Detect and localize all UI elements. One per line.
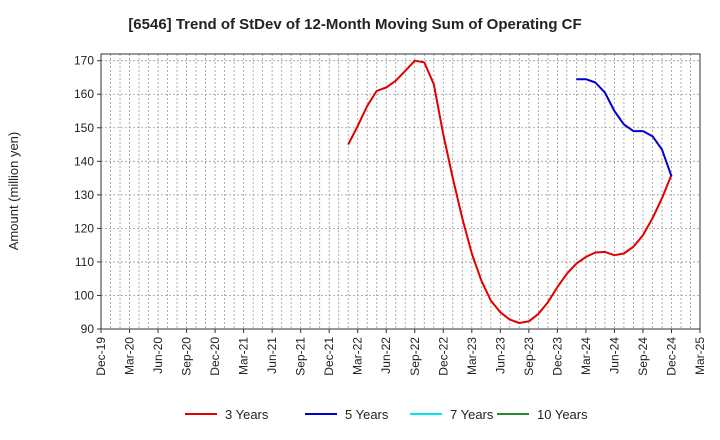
legend-label-10-years: 10 Years <box>537 407 588 422</box>
x-tick-label: Sep-20 <box>180 337 194 376</box>
x-tick-label: Mar-20 <box>123 337 137 375</box>
x-tick-label: Mar-21 <box>237 337 251 375</box>
y-tick-label: 100 <box>74 288 94 302</box>
x-axis-ticks: Dec-19 Mar-20 Jun-20 Sep-20 Dec-20 Mar-21 Jun-… <box>94 329 707 376</box>
legend: 3 Years 5 Years 7 Years 10 Years <box>185 407 588 422</box>
x-tick-label: Jun-24 <box>607 337 621 374</box>
y-tick-label: 140 <box>74 154 94 168</box>
series-lines <box>347 59 673 324</box>
plot-frame <box>100 53 701 330</box>
grid <box>100 54 701 330</box>
x-tick-label: Sep-21 <box>294 337 308 376</box>
x-tick-label: Jun-21 <box>265 337 279 374</box>
x-tick-label: Dec-22 <box>436 337 450 376</box>
x-tick-label: Dec-23 <box>550 337 564 376</box>
x-tick-label: Dec-24 <box>664 337 678 376</box>
legend-label-5-years: 5 Years <box>345 407 389 422</box>
y-tick-label: 160 <box>74 87 94 101</box>
legend-label-7-years: 7 Years <box>450 407 494 422</box>
x-tick-label: Dec-20 <box>208 337 222 376</box>
chart-title: [6546] Trend of StDev of 12-Month Moving… <box>128 16 581 33</box>
y-axis-title: Amount (million yen) <box>6 132 21 251</box>
x-tick-label: Mar-24 <box>579 337 593 375</box>
x-tick-label: Sep-23 <box>522 337 536 376</box>
x-tick-label: Jun-20 <box>151 337 165 374</box>
x-tick-label: Mar-25 <box>693 337 707 375</box>
y-axis-ticks: 90 100 110 120 130 140 150 160 170 <box>74 54 101 336</box>
x-tick-label: Sep-24 <box>636 337 650 376</box>
y-tick-label: 130 <box>74 188 94 202</box>
series-line-3-years <box>347 59 673 324</box>
x-tick-label: Jun-22 <box>379 337 393 374</box>
x-tick-label: Mar-23 <box>465 337 479 375</box>
series-line-5-years <box>576 78 673 177</box>
y-tick-label: 90 <box>81 322 95 336</box>
legend-label-3-years: 3 Years <box>225 407 269 422</box>
x-tick-label: Dec-19 <box>94 337 108 376</box>
y-tick-label: 120 <box>74 221 94 235</box>
y-tick-label: 150 <box>74 121 94 135</box>
y-tick-label: 170 <box>74 54 94 68</box>
x-tick-label: Sep-22 <box>408 337 422 376</box>
x-tick-label: Mar-22 <box>351 337 365 375</box>
y-tick-label: 110 <box>75 255 94 269</box>
x-tick-label: Jun-23 <box>493 337 507 374</box>
x-tick-label: Dec-21 <box>322 337 336 376</box>
